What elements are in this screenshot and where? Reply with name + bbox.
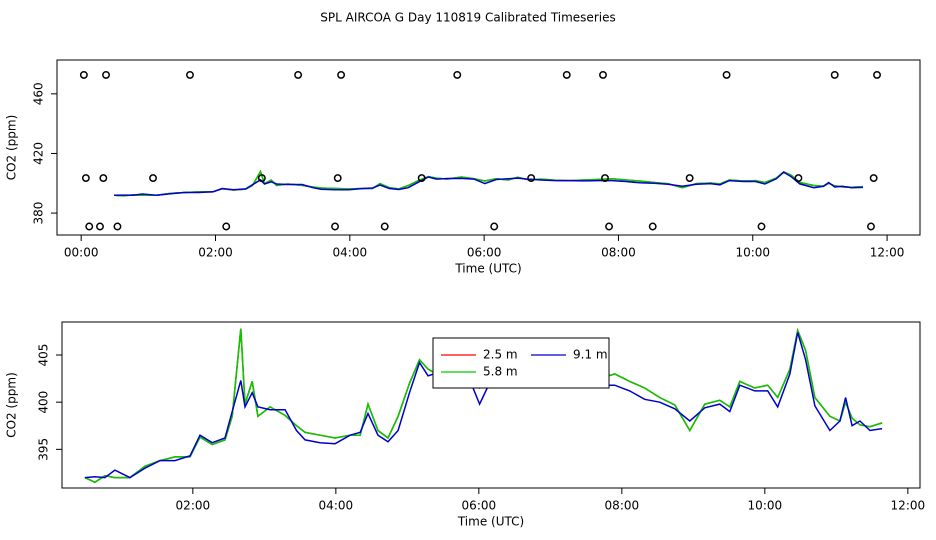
series-line	[114, 171, 863, 196]
x-tick-label: 06:00	[462, 499, 497, 513]
marker	[599, 70, 607, 79]
x-axis-label: Time (UTC)	[457, 515, 524, 529]
x-tick-label: 02:00	[198, 246, 233, 260]
series-line	[114, 169, 863, 197]
legend-label: 9.1 m	[573, 348, 608, 362]
marker	[257, 174, 266, 183]
plot-box	[61, 321, 921, 489]
marker	[869, 174, 878, 183]
marker	[102, 70, 110, 79]
x-tick-label: 10:00	[748, 499, 783, 513]
x-axis-label: Time (UTC)	[454, 262, 521, 276]
marker	[99, 174, 108, 183]
marker	[873, 70, 881, 79]
y-axis-label: CO2 (ppm)	[5, 372, 19, 438]
marker	[81, 174, 90, 183]
marker	[490, 222, 499, 231]
marker	[337, 70, 346, 79]
y-tick-label: 405	[37, 344, 51, 367]
marker	[186, 70, 194, 79]
marker	[722, 70, 731, 79]
marker	[601, 174, 609, 183]
x-tick-label: 04:00	[333, 246, 368, 260]
x-tick-label: 00:00	[64, 246, 99, 260]
marker	[333, 174, 342, 183]
marker	[867, 222, 875, 231]
marker	[685, 174, 694, 183]
marker	[149, 174, 157, 183]
x-tick-label: 10:00	[735, 246, 770, 260]
y-tick-label: 460	[32, 82, 46, 105]
marker	[648, 222, 657, 231]
marker	[113, 222, 122, 231]
marker	[417, 174, 426, 183]
x-tick-label: 12:00	[870, 246, 905, 260]
marker	[757, 222, 766, 231]
marker	[794, 174, 803, 183]
series-line	[114, 169, 863, 197]
marker	[79, 70, 88, 79]
marker	[85, 222, 94, 231]
x-tick-label: 08:00	[601, 246, 636, 260]
marker	[605, 222, 614, 231]
figure-title: SPL AIRCOA G Day 110819 Calibrated Times…	[320, 11, 615, 25]
plot-box	[56, 59, 921, 236]
marker	[562, 70, 571, 79]
y-tick-label: 380	[32, 202, 46, 225]
y-tick-label: 420	[32, 142, 46, 165]
x-tick-label: 08:00	[605, 499, 640, 513]
marker	[453, 70, 462, 79]
marker	[96, 222, 104, 231]
x-tick-label: 12:00	[891, 499, 926, 513]
marker	[380, 222, 389, 231]
x-tick-label: 06:00	[467, 246, 502, 260]
legend-label: 2.5 m	[483, 348, 518, 362]
x-tick-label: 02:00	[176, 499, 211, 513]
legend-label: 5.8 m	[483, 365, 518, 379]
y-tick-label: 395	[37, 438, 51, 461]
x-tick-label: 04:00	[319, 499, 354, 513]
legend-box	[432, 337, 610, 389]
y-tick-label: 400	[37, 391, 51, 414]
y-axis-label: CO2 (ppm)	[5, 115, 19, 181]
marker	[222, 222, 231, 231]
marker	[294, 70, 303, 79]
marker	[527, 174, 536, 183]
marker	[331, 222, 339, 231]
marker	[830, 70, 839, 79]
